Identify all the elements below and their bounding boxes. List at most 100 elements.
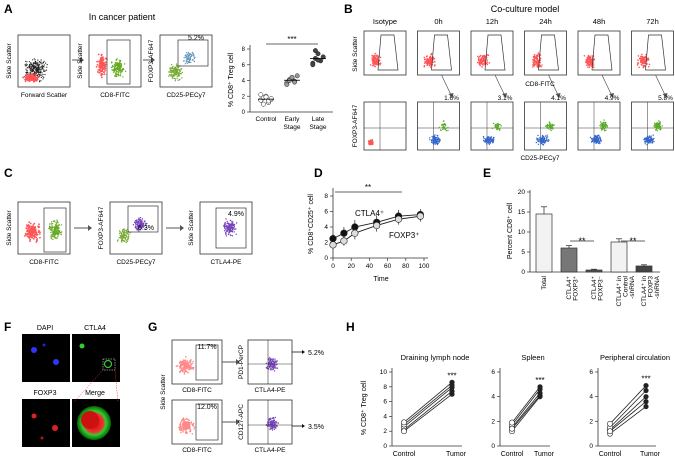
- a-plot2-gate: [106, 39, 131, 85]
- facs-event: [35, 233, 37, 235]
- e-sig-1: **: [578, 236, 586, 246]
- facs-event: [172, 67, 174, 70]
- facs-event: [34, 228, 36, 231]
- facs-event: [444, 128, 447, 131]
- facs-event: [124, 237, 126, 239]
- facs-event: [646, 135, 649, 138]
- facs-event: [235, 228, 237, 230]
- facs-event: [486, 61, 489, 63]
- b-top-gate: [538, 34, 559, 71]
- facs-event: [603, 121, 605, 124]
- facs-event: [587, 60, 589, 63]
- f-dapi-nucleus-3: [42, 343, 46, 347]
- facs-event: [51, 236, 53, 238]
- e-ytick-label: 5: [521, 249, 525, 256]
- facs-event: [536, 139, 538, 141]
- h-point-tumor: [643, 399, 649, 405]
- facs-event: [643, 59, 645, 61]
- e-bar: [585, 269, 603, 273]
- facs-event: [658, 120, 660, 122]
- facs-event: [119, 61, 121, 63]
- facs-event: [182, 425, 184, 428]
- facs-event: [124, 233, 126, 236]
- g-row1-pct-left: 11.7%: [197, 344, 216, 351]
- facs-event: [548, 121, 550, 124]
- facs-event: [483, 58, 485, 61]
- h-pair-line: [511, 396, 541, 432]
- facs-event: [183, 57, 185, 59]
- facs-event: [122, 76, 124, 78]
- facs-event: [187, 60, 190, 63]
- facs-event: [433, 137, 435, 139]
- facs-event: [39, 74, 41, 76]
- facs-event: [595, 138, 598, 141]
- facs-event: [436, 140, 438, 142]
- facs-event: [124, 238, 127, 240]
- facs-event: [30, 64, 32, 66]
- facs-event: [637, 62, 639, 64]
- facs-event: [425, 62, 428, 65]
- h-point-tumor: [643, 387, 649, 394]
- facs-event: [656, 122, 658, 124]
- d-sig: **: [365, 183, 371, 192]
- a-dotplot-point: [284, 81, 290, 87]
- facs-event: [135, 225, 137, 227]
- b-pct-label: 5.8%: [658, 95, 673, 102]
- facs-event: [647, 65, 650, 68]
- facs-event: [482, 139, 485, 142]
- facs-event: [185, 61, 188, 63]
- facs-event: [230, 223, 232, 225]
- facs-event: [536, 64, 538, 67]
- facs-event: [544, 141, 546, 144]
- facs-event: [26, 72, 28, 74]
- facs-event: [481, 60, 484, 62]
- facs-event: [542, 144, 544, 146]
- facs-event: [270, 420, 272, 422]
- e-xlabel: Total: [541, 275, 548, 289]
- facs-event: [275, 367, 277, 369]
- facs-event: [37, 67, 40, 70]
- a-arrowhead-1: [80, 57, 84, 63]
- h-sig: ***: [641, 375, 650, 384]
- facs-event: [113, 71, 115, 73]
- facs-event: [223, 227, 226, 229]
- facs-event: [185, 431, 188, 434]
- facs-event: [227, 233, 230, 236]
- facs-event: [50, 238, 52, 240]
- h-ytick-label: 0: [383, 443, 387, 450]
- facs-event: [546, 140, 548, 142]
- facs-event: [191, 433, 194, 435]
- h-point-control: [607, 428, 613, 435]
- b-top-gate: [431, 34, 452, 71]
- facs-event: [56, 220, 58, 223]
- facs-event: [31, 73, 33, 76]
- h-point-tumor: [449, 379, 455, 385]
- facs-event: [424, 60, 427, 63]
- facs-event: [550, 127, 552, 129]
- facs-event: [137, 221, 140, 223]
- facs-event: [432, 141, 434, 143]
- facs-event: [111, 69, 113, 71]
- facs-event: [587, 63, 589, 66]
- facs-event: [274, 416, 277, 419]
- facs-event: [642, 64, 644, 67]
- d-point: [329, 241, 337, 249]
- facs-event: [235, 233, 237, 235]
- facs-event: [268, 358, 270, 361]
- facs-event: [190, 359, 192, 361]
- facs-event: [121, 230, 124, 232]
- facs-event: [36, 233, 39, 236]
- facs-event: [183, 373, 186, 375]
- facs-event: [182, 431, 184, 433]
- panel-letter-f: F: [4, 320, 11, 334]
- facs-event: [432, 138, 434, 140]
- facs-event: [544, 140, 547, 142]
- facs-event: [119, 75, 122, 77]
- facs-event: [173, 74, 175, 77]
- facs-event: [187, 51, 190, 54]
- facs-event: [489, 142, 491, 144]
- facs-event: [552, 128, 554, 130]
- facs-event: [40, 63, 42, 65]
- facs-event: [57, 236, 59, 238]
- facs-event: [37, 231, 40, 234]
